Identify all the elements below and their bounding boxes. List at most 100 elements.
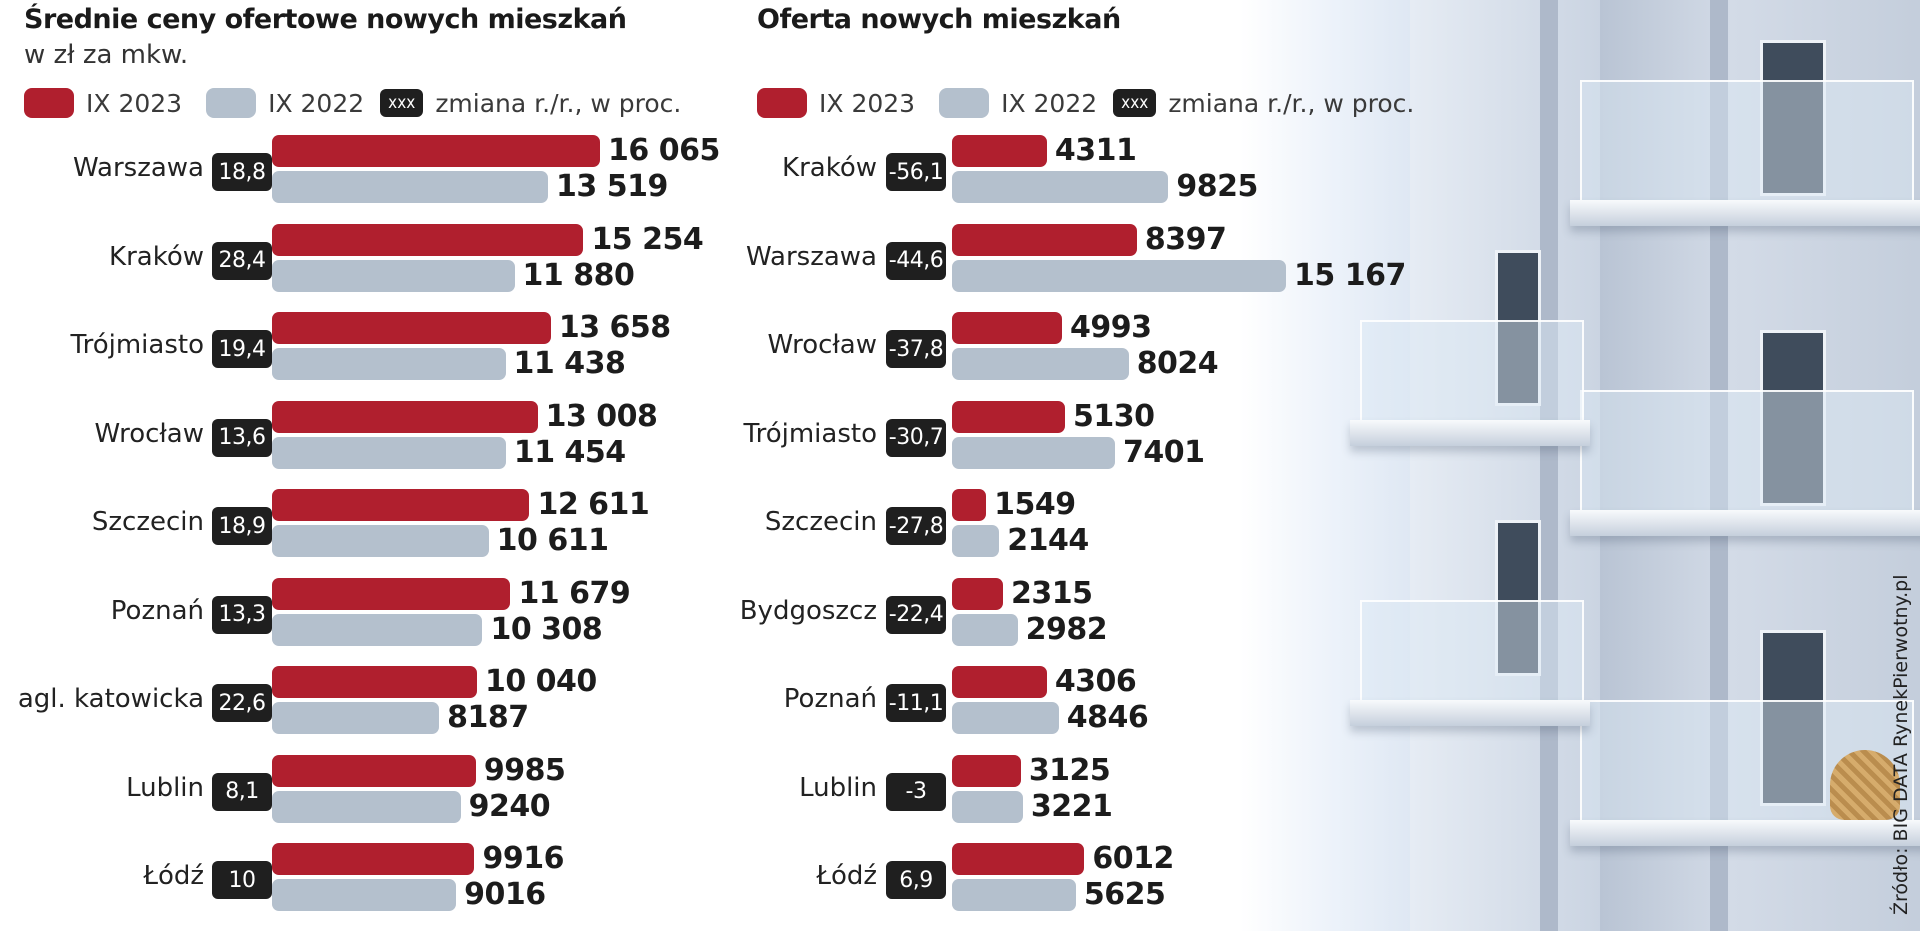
- change-badge: -44,6: [886, 241, 946, 280]
- value-label-previous: 15 167: [1294, 257, 1406, 293]
- change-badge: 28,4: [212, 241, 272, 280]
- value-label-previous: 10 611: [496, 523, 609, 558]
- category-label: Poznań: [110, 595, 204, 626]
- value-label-current: 10 040: [484, 664, 597, 699]
- value-label-current: 11 679: [518, 575, 631, 611]
- legend-label-previous: IX 2022: [1001, 88, 1098, 118]
- change-badge: -56,1: [886, 153, 946, 191]
- change-badge: -11,1: [886, 684, 946, 722]
- value-label-previous: 2144: [1007, 523, 1089, 558]
- value-label-current: 4306: [1054, 664, 1137, 699]
- category-label: Trójmiasto: [70, 330, 204, 360]
- legend-label-current: IX 2023: [819, 88, 916, 118]
- legend: IX 2023 IX 2022 xxx zmiana r./r., w proc…: [24, 86, 681, 120]
- bar-previous: [952, 348, 1129, 380]
- category-wrap: Wrocław: [730, 312, 877, 382]
- category-label: Wrocław: [94, 418, 204, 449]
- legend-swatch-previous: [939, 88, 990, 118]
- bar-current: [952, 135, 1047, 167]
- category-wrap: Warszawa: [0, 135, 204, 205]
- bar-previous: [272, 790, 461, 823]
- value-label-previous: 13 519: [556, 169, 668, 204]
- value-label-current: 9916: [482, 841, 564, 876]
- category-label: Poznań: [783, 684, 877, 714]
- value-label-current: 6012: [1092, 841, 1174, 876]
- bar-previous: [272, 613, 483, 646]
- category-wrap: Łódź: [0, 843, 204, 913]
- category-wrap: Wrocław: [0, 401, 204, 471]
- value-label-previous: 8187: [447, 700, 529, 735]
- bar-current: [952, 666, 1047, 698]
- value-label-current: 2315: [1010, 575, 1093, 611]
- bar-previous: [952, 259, 1286, 292]
- bar-previous: [952, 613, 1018, 646]
- bar-previous: [952, 171, 1169, 203]
- bar-current: [272, 843, 475, 875]
- change-badge: -22,4: [886, 595, 946, 634]
- category-label: Szczecin: [764, 507, 877, 537]
- bar-previous: [272, 348, 506, 380]
- chart-title: Oferta nowych mieszkań: [757, 4, 1121, 35]
- category-label: Kraków: [782, 153, 877, 183]
- category-wrap: Lublin: [730, 755, 877, 825]
- change-badge: -3: [886, 772, 946, 811]
- value-label-current: 1549: [994, 487, 1076, 522]
- legend-label-previous: IX 2022: [268, 88, 365, 118]
- value-label-current: 4311: [1054, 133, 1137, 168]
- bar-current: [272, 400, 538, 433]
- category-wrap: Bydgoszcz: [730, 578, 877, 648]
- value-label-current: 12 611: [537, 487, 650, 522]
- value-label-previous: 2982: [1025, 611, 1108, 647]
- value-label-current: 16 065: [608, 133, 720, 168]
- category-wrap: Lublin: [0, 755, 204, 825]
- bar-current: [952, 843, 1085, 875]
- bar-current: [272, 223, 584, 256]
- value-label-previous: 9825: [1176, 169, 1258, 204]
- value-label-current: 3125: [1028, 752, 1111, 788]
- value-label-current: 9985: [483, 752, 566, 788]
- bar-current: [952, 577, 1003, 610]
- bar-current: [272, 754, 476, 787]
- value-label-previous: 7401: [1122, 434, 1205, 470]
- value-label-previous: 8024: [1136, 346, 1219, 381]
- bar-previous: [952, 436, 1115, 469]
- category-label: Łódź: [143, 861, 204, 891]
- category-wrap: Poznań: [0, 578, 204, 648]
- category-wrap: Trójmiasto: [730, 401, 877, 471]
- category-wrap: Warszawa: [730, 224, 877, 294]
- value-label-current: 13 658: [558, 310, 671, 345]
- category-label: Bydgoszcz: [739, 595, 877, 626]
- bar-current: [952, 400, 1065, 433]
- value-label-current: 15 254: [591, 221, 704, 257]
- value-label-current: 5130: [1072, 398, 1155, 434]
- change-badge: 18,9: [212, 507, 272, 545]
- category-label: Kraków: [109, 241, 204, 272]
- value-label-previous: 11 454: [513, 434, 626, 470]
- legend-label-current: IX 2023: [86, 88, 183, 118]
- chart-title: Średnie ceny ofertowe nowych mieszkań: [24, 4, 627, 35]
- bar-previous: [272, 259, 515, 292]
- value-label-previous: 11 438: [513, 346, 626, 381]
- category-label: Lublin: [799, 772, 877, 803]
- legend-swatch-current: [757, 88, 807, 118]
- legend-change-badge: xxx: [380, 89, 424, 117]
- change-badge: 19,4: [212, 330, 272, 368]
- bar-previous: [272, 171, 549, 203]
- category-wrap: agl. katowicka: [0, 666, 204, 736]
- legend-label-change: zmiana r./r., w proc.: [1168, 88, 1415, 118]
- bar-current: [272, 577, 511, 610]
- change-badge: 13,3: [212, 595, 272, 634]
- bar-previous: [952, 879, 1076, 911]
- category-wrap: Łódź: [730, 843, 877, 913]
- bar-current: [952, 489, 987, 521]
- category-wrap: Kraków: [0, 224, 204, 294]
- category-label: agl. katowicka: [17, 684, 204, 714]
- bar-current: [272, 312, 551, 344]
- change-badge: 13,6: [212, 418, 272, 457]
- bar-previous: [952, 525, 1000, 557]
- legend-label-change: zmiana r./r., w proc.: [435, 88, 682, 118]
- bar-current: [272, 666, 477, 698]
- change-badge: 8,1: [212, 772, 272, 811]
- change-badge: -27,8: [886, 507, 946, 545]
- category-label: Lublin: [126, 772, 204, 803]
